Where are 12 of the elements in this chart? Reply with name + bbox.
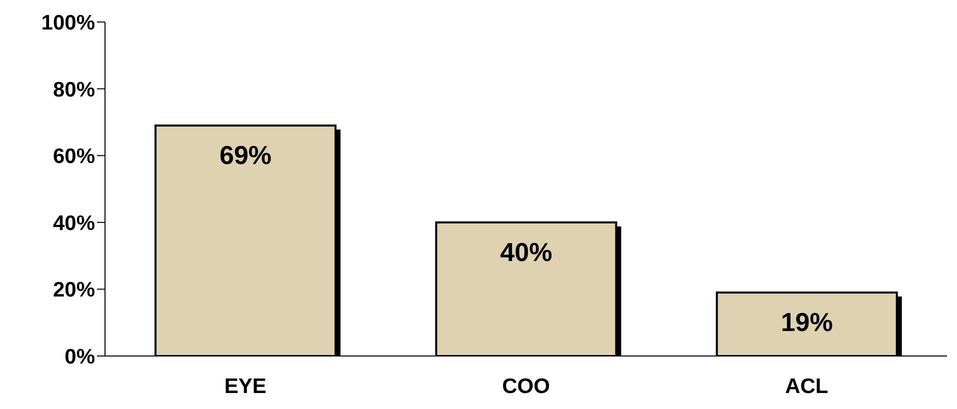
data-label: 69%	[219, 140, 272, 170]
data-label: 19%	[780, 307, 833, 337]
data-label: 40%	[500, 236, 552, 267]
y-tick-label: 40%	[52, 212, 96, 235]
y-tick-label: 100%	[41, 11, 96, 34]
y-tick-label: 0%	[64, 345, 96, 368]
x-tick-label: ACL	[785, 374, 828, 398]
x-tick-label: EYE	[224, 374, 266, 398]
y-tick-label: 20%	[52, 278, 96, 302]
y-tick-label: 60%	[52, 145, 96, 168]
y-tick-label: 80%	[52, 78, 96, 102]
x-tick-label: COO	[502, 374, 550, 398]
